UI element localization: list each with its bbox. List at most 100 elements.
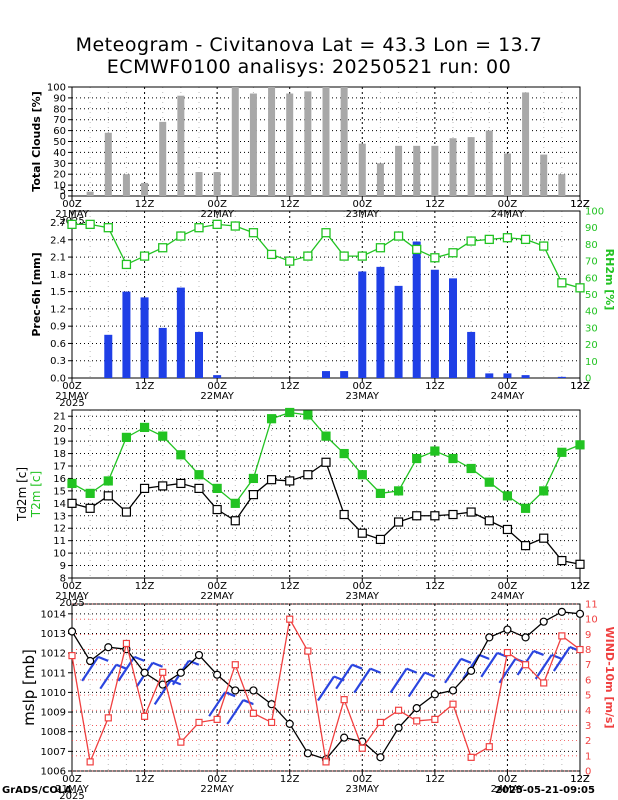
wind-point — [159, 668, 167, 676]
precip-bar — [467, 331, 476, 378]
rh-point — [557, 278, 567, 288]
x-tick-label: 00Z — [498, 381, 518, 392]
wind-barb — [552, 646, 571, 672]
y2-tick-label: 100 — [585, 207, 604, 218]
y2-axis-label: RH2m [%] — [603, 249, 616, 311]
y-axis-label: Prec-6h [mm] — [30, 252, 43, 336]
wind-point — [521, 661, 530, 669]
td2m-point — [121, 507, 132, 517]
x-tick-label: 00Z — [62, 774, 82, 785]
y-tick-label: 0.0 — [50, 374, 66, 385]
x-tick-label: 00Z — [352, 774, 372, 785]
cloud-bar — [376, 163, 384, 196]
y-tick-label: 11 — [53, 536, 66, 547]
x-tick-label: 00Z — [62, 381, 82, 392]
y-axis-label: Td2m [c] — [15, 467, 29, 522]
y2-tick-label: 90 — [585, 223, 598, 234]
td2m-point — [285, 476, 295, 486]
wind-barb-flag — [533, 649, 544, 656]
mslp-point — [249, 686, 258, 695]
cloud-bar — [413, 145, 421, 196]
y-tick-label: 10 — [53, 549, 66, 560]
precip-bar — [412, 241, 421, 378]
t2m-point — [85, 488, 95, 498]
td2m-point — [502, 524, 513, 535]
x-tick-label: 00Z — [498, 581, 518, 592]
wind-barb — [226, 699, 245, 725]
panel-frame — [71, 603, 581, 772]
y-tick-label: 50 — [53, 137, 66, 148]
x-tick-label: 12Z — [425, 381, 445, 392]
td2m-point — [67, 498, 77, 508]
wind-barb — [353, 668, 372, 694]
x-date-label: 22MAY — [200, 209, 234, 220]
x-tick-label: 12Z — [280, 581, 300, 592]
rh-point — [139, 251, 150, 261]
rh-point — [466, 236, 476, 246]
y-tick-label: 1.5 — [50, 287, 66, 298]
t2m-point — [230, 498, 240, 508]
footer-credit: GrADS/COLA — [2, 785, 72, 796]
mslp-point — [285, 719, 294, 728]
panel-frame — [71, 409, 581, 579]
wind-barb-flag — [478, 653, 490, 660]
precip-bar — [176, 287, 185, 378]
wind-point — [413, 717, 421, 725]
cloud-bar — [431, 145, 439, 196]
wind-barb — [389, 668, 408, 694]
y-tick-label: 19 — [53, 437, 66, 448]
wind-point — [322, 758, 330, 766]
wind-barb — [117, 656, 136, 682]
rh-point — [575, 283, 585, 293]
cloud-bar — [522, 92, 530, 196]
cloud-bar — [122, 174, 130, 196]
td2m-point — [103, 491, 113, 501]
td2m-point — [393, 517, 404, 527]
wind-barb-flag — [460, 657, 472, 664]
mslp-point — [104, 643, 113, 652]
td2m-point — [176, 478, 186, 489]
t2m-point — [484, 477, 494, 487]
x-tick-label: 12Z — [425, 581, 445, 592]
wind-barb — [317, 675, 335, 702]
y-tick-label: 2.7 — [50, 218, 66, 229]
cloud-bar — [213, 172, 221, 196]
y-tick-label: 70 — [53, 115, 66, 126]
y-tick-label: 30 — [53, 159, 66, 170]
y2-tick-label: 8 — [585, 645, 591, 656]
rh-point — [176, 231, 186, 241]
wind-barb-flag — [97, 655, 109, 662]
y-tick-label: 13 — [53, 511, 66, 522]
wind-barb-flag — [424, 671, 436, 678]
wind-point — [68, 652, 76, 660]
y2-tick-label: 4 — [585, 706, 591, 717]
x-tick-label: 00Z — [352, 581, 372, 592]
rh-point — [339, 251, 349, 261]
y2-tick-label: 3 — [585, 721, 591, 732]
precip-bar — [358, 271, 367, 378]
x-date-label: 2025 — [59, 398, 84, 409]
td2m-point — [448, 509, 458, 520]
rh-point — [158, 243, 168, 253]
y2-tick-label: 20 — [585, 340, 598, 351]
x-tick-label: 00Z — [498, 774, 518, 785]
mslp-point — [521, 633, 530, 642]
td2m-point — [139, 483, 150, 493]
td2m-point — [412, 511, 422, 521]
wind-point — [358, 744, 366, 752]
rh-point — [285, 256, 295, 266]
mslp-point — [140, 668, 149, 677]
x-tick-label: 12Z — [570, 581, 590, 592]
td2m-point — [357, 528, 367, 538]
rh-point — [520, 234, 531, 245]
y-tick-label: 100 — [47, 83, 66, 94]
rh-point — [85, 219, 95, 230]
cloud-bar — [86, 191, 94, 196]
td2m-point — [466, 507, 476, 517]
wind-point — [503, 648, 512, 657]
cloud-bar — [395, 145, 403, 196]
x-tick-label: 00Z — [352, 199, 372, 210]
wind-point — [249, 709, 258, 717]
x-tick-label: 12Z — [570, 774, 590, 785]
